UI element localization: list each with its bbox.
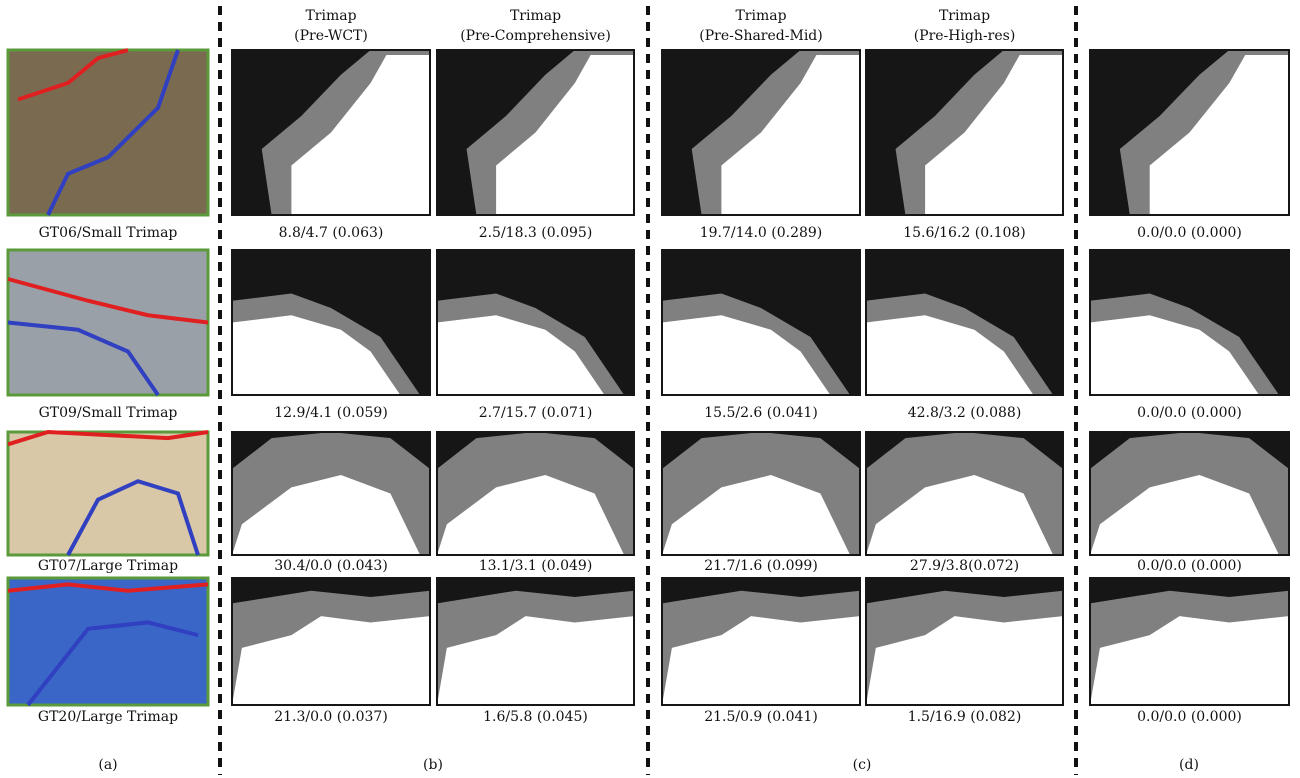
score: 2.7/15.7 (0.071) <box>479 405 593 421</box>
row-label: GT07/Large Trimap <box>38 558 178 574</box>
score: 1.6/5.8 (0.045) <box>483 709 588 725</box>
score: 0.0/0.0 (0.000) <box>1137 558 1242 574</box>
column-header: (Pre-WCT) <box>294 28 368 44</box>
column-header: Trimap <box>939 8 990 24</box>
score: 30.4/0.0 (0.043) <box>274 558 388 574</box>
score: 42.8/3.2 (0.088) <box>908 405 1022 421</box>
score: 1.5/16.9 (0.082) <box>908 709 1022 725</box>
panel-label: (b) <box>423 757 443 773</box>
column-header: Trimap <box>305 8 356 24</box>
row-label: GT09/Small Trimap <box>39 405 178 421</box>
panel-label: (c) <box>853 757 872 773</box>
panel-label: (a) <box>98 757 117 773</box>
score: 0.0/0.0 (0.000) <box>1137 709 1242 725</box>
score: 12.9/4.1 (0.059) <box>274 405 388 421</box>
score: 27.9/3.8(0.072) <box>910 558 1019 574</box>
score: 15.5/2.6 (0.041) <box>704 405 818 421</box>
column-header: (Pre-Shared-Mid) <box>699 28 822 44</box>
input-image <box>8 50 208 215</box>
input-image <box>8 578 208 705</box>
row-label: GT06/Small Trimap <box>39 225 178 241</box>
score: 0.0/0.0 (0.000) <box>1137 405 1242 421</box>
input-image <box>8 250 208 395</box>
score: 2.5/18.3 (0.095) <box>479 225 593 241</box>
column-header: Trimap <box>510 8 561 24</box>
score: 21.3/0.0 (0.037) <box>274 709 388 725</box>
column-header: (Pre-Comprehensive) <box>460 28 611 44</box>
score: 13.1/3.1 (0.049) <box>479 558 593 574</box>
score: 21.5/0.9 (0.041) <box>704 709 818 725</box>
score: 15.6/16.2 (0.108) <box>903 225 1026 241</box>
column-header: Trimap <box>735 8 786 24</box>
score: 8.8/4.7 (0.063) <box>279 225 384 241</box>
score: 0.0/0.0 (0.000) <box>1137 225 1242 241</box>
column-header: (Pre-High-res) <box>914 28 1016 44</box>
panel-label: (d) <box>1179 757 1199 773</box>
row-label: GT20/Large Trimap <box>38 709 178 725</box>
score: 19.7/14.0 (0.289) <box>700 225 823 241</box>
figure: Trimap (Pre-WCT) Trimap (Pre-Comprehensive)… <box>0 0 1300 778</box>
score: 21.7/1.6 (0.099) <box>704 558 818 574</box>
